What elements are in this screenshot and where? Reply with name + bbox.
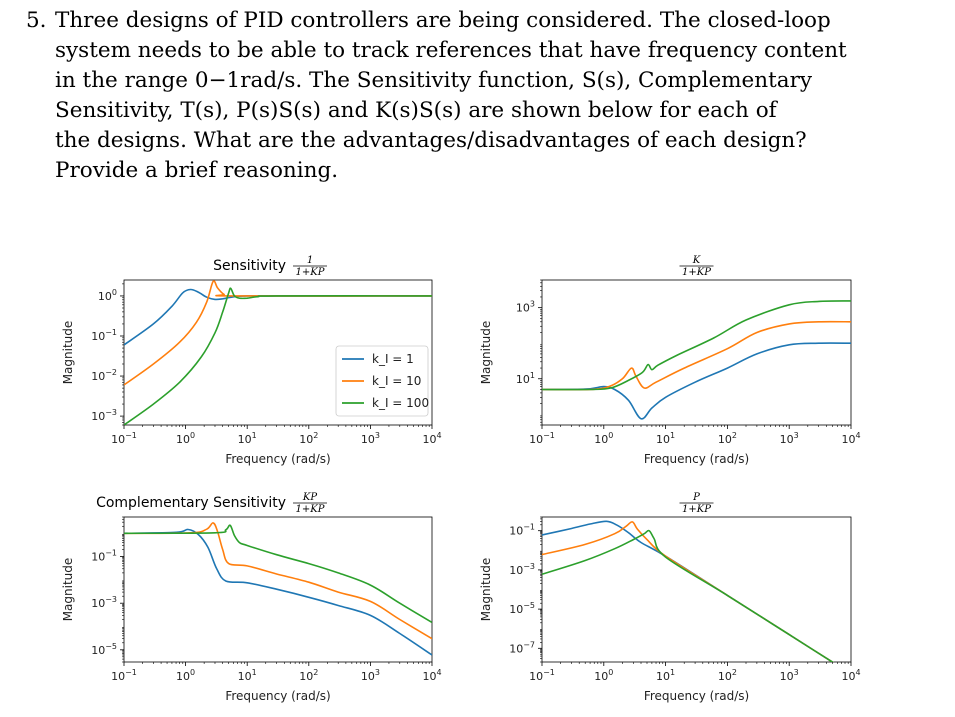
x-tick-label: 104 bbox=[422, 668, 441, 683]
y-tick-label: 10−1 bbox=[91, 549, 117, 564]
series-line-3 bbox=[124, 287, 432, 425]
chart-title-text: Sensitivity bbox=[213, 258, 286, 274]
x-axis-label: Frequency (rad/s) bbox=[644, 689, 749, 703]
series-line-2 bbox=[542, 521, 834, 662]
y-axis-label: Magnitude bbox=[479, 321, 493, 385]
question-line: in the range 0−1rad/s. The Sensitivity f… bbox=[55, 68, 813, 93]
legend-box bbox=[335, 345, 429, 417]
question-line: system needs to be able to track referen… bbox=[55, 38, 847, 63]
axes-frame bbox=[123, 279, 433, 426]
series-line-3 bbox=[542, 300, 851, 391]
legend-label: k_I = 100 bbox=[372, 396, 429, 410]
axes-frame bbox=[541, 516, 852, 663]
series-line-3 bbox=[542, 529, 834, 662]
x-tick-label: 100 bbox=[176, 431, 195, 446]
series-line-2 bbox=[542, 320, 851, 391]
question-number: 5. bbox=[26, 8, 47, 33]
x-tick-label: 102 bbox=[718, 668, 737, 683]
series-line-1 bbox=[124, 288, 432, 346]
x-tick-label: 10−1 bbox=[111, 668, 137, 683]
legend-label: k_I = 10 bbox=[372, 374, 421, 388]
y-tick-label: 10−3 bbox=[91, 595, 117, 610]
x-tick-label: 104 bbox=[841, 431, 860, 446]
legend: k_I = 1 k_I = 10 k_I = 100 bbox=[335, 345, 429, 417]
legend-label: k_I = 1 bbox=[372, 352, 414, 366]
x-tick-label: 101 bbox=[656, 431, 675, 446]
x-tick-label: 103 bbox=[361, 668, 380, 683]
series-line-1 bbox=[124, 528, 432, 656]
series-line-1 bbox=[542, 342, 851, 420]
ks-plot: 10−1 100 101 102 103 104 101 103 Frequency (rad/… bbox=[479, 255, 861, 466]
y-tick-label: 103 bbox=[516, 300, 535, 315]
chart-title: P1+KP bbox=[679, 492, 714, 515]
axes-frame bbox=[541, 279, 852, 426]
x-tick-label: 100 bbox=[594, 668, 613, 683]
ps-plot: 10−1 100 101 102 103 104 10−7 10−5 10−3 10−1 Frequ… bbox=[479, 492, 861, 703]
y-tick-label: 10−2 bbox=[91, 368, 117, 383]
chart-title: Complementary Sensitivity KP1+KP bbox=[96, 492, 327, 515]
sensitivity-plot: 10−1 100 101 102 103 104 10−3 10−2 10−1 100 Freque… bbox=[61, 255, 442, 466]
chart-title: K1+KP bbox=[679, 255, 714, 278]
x-tick-label: 10−1 bbox=[529, 431, 555, 446]
x-tick-label: 100 bbox=[176, 668, 195, 683]
x-tick-label: 102 bbox=[718, 431, 737, 446]
y-tick-label: 10−5 bbox=[91, 642, 117, 657]
axes-frame bbox=[123, 516, 433, 663]
x-tick-label: 101 bbox=[238, 431, 257, 446]
question-line: Sensitivity, T(s), P(s)S(s) and K(s)S(s)… bbox=[55, 98, 777, 123]
chart-title: Sensitivity 11+KP bbox=[213, 255, 327, 278]
y-tick-label: 100 bbox=[98, 288, 117, 303]
title-numerator: 1 bbox=[307, 255, 313, 266]
question-line: the designs. What are the advantages/dis… bbox=[55, 128, 807, 153]
x-tick-label: 103 bbox=[780, 668, 799, 683]
x-tick-label: 103 bbox=[780, 431, 799, 446]
title-numerator: KP bbox=[302, 492, 317, 503]
y-tick-label: 10−5 bbox=[509, 601, 535, 616]
y-tick-label: 101 bbox=[516, 371, 535, 386]
title-denominator: 1+KP bbox=[682, 267, 711, 278]
x-tick-label: 102 bbox=[299, 431, 318, 446]
complementary-plot: 10−1 100 101 102 103 104 10−5 10−3 10−1 Frequency… bbox=[61, 492, 442, 703]
y-axis-label: Magnitude bbox=[61, 321, 75, 385]
x-tick-label: 101 bbox=[656, 668, 675, 683]
question-line: Provide a brief reasoning. bbox=[55, 158, 339, 183]
x-tick-label: 101 bbox=[238, 668, 257, 683]
y-axis-label: Magnitude bbox=[479, 558, 493, 622]
y-tick-label: 10−1 bbox=[91, 328, 117, 343]
x-axis-label: Frequency (rad/s) bbox=[225, 689, 330, 703]
title-denominator: 1+KP bbox=[682, 504, 711, 515]
x-axis-label: Frequency (rad/s) bbox=[644, 452, 749, 466]
title-denominator: 1+KP bbox=[296, 267, 325, 278]
question-text: Three designs of PID controllers are bei… bbox=[55, 6, 847, 186]
x-tick-label: 102 bbox=[299, 668, 318, 683]
chart-title-text: Complementary Sensitivity bbox=[96, 495, 286, 511]
title-numerator: P bbox=[692, 492, 700, 503]
y-tick-label: 10−3 bbox=[91, 408, 117, 423]
x-tick-label: 104 bbox=[422, 431, 441, 446]
x-tick-label: 100 bbox=[594, 431, 613, 446]
series-line-3 bbox=[124, 524, 432, 624]
y-axis-label: Magnitude bbox=[61, 558, 75, 622]
y-tick-label: 10−7 bbox=[509, 640, 535, 655]
x-tick-label: 104 bbox=[841, 668, 860, 683]
x-tick-label: 10−1 bbox=[111, 431, 137, 446]
series-line-2 bbox=[124, 522, 432, 640]
y-tick-label: 10−3 bbox=[509, 562, 535, 577]
title-numerator: K bbox=[692, 255, 701, 266]
x-axis-label: Frequency (rad/s) bbox=[225, 452, 330, 466]
title-denominator: 1+KP bbox=[296, 504, 325, 515]
x-tick-label: 103 bbox=[361, 431, 380, 446]
y-tick-label: 10−1 bbox=[509, 523, 535, 538]
x-tick-label: 10−1 bbox=[529, 668, 555, 683]
question-line: Three designs of PID controllers are bei… bbox=[55, 8, 831, 33]
